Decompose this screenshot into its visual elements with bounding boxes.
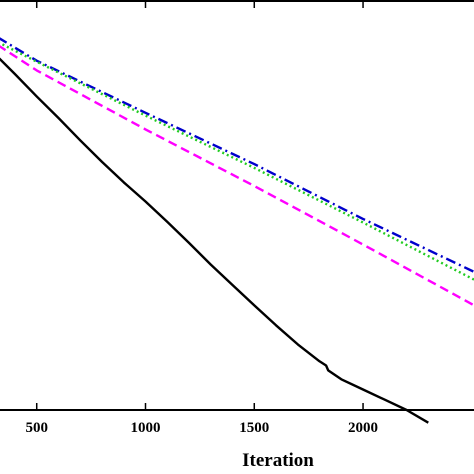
series-line-3 (0, 41, 474, 281)
x-tick-label: 1000 (130, 420, 160, 436)
series-line-4 (0, 45, 474, 307)
x-tick-label: 2000 (348, 420, 378, 436)
plot-frame (0, 0, 474, 411)
x-axis-title: Iteration (242, 450, 314, 471)
x-axis: 500 1000 1500 2000 (25, 1, 378, 436)
series-line-1 (0, 57, 429, 424)
x-tick-label: 1500 (239, 420, 269, 436)
x-tick-label: 500 (25, 420, 48, 436)
series-line-2 (0, 37, 474, 273)
series-group (0, 37, 474, 424)
